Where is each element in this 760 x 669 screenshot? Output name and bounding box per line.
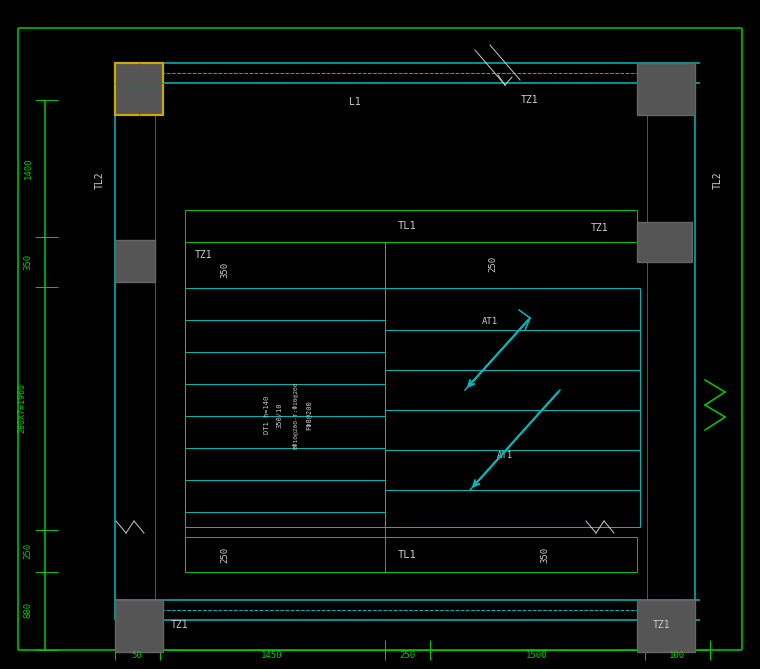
- Text: 1400: 1400: [24, 157, 33, 179]
- Text: 50: 50: [131, 650, 142, 660]
- Text: 280X7=1960: 280X7=1960: [17, 383, 27, 433]
- Text: DT1 h=140: DT1 h=140: [264, 396, 270, 434]
- Text: TL2: TL2: [95, 171, 105, 189]
- Bar: [115, 63, 163, 115]
- Text: AT1: AT1: [482, 318, 498, 326]
- Bar: [115, 63, 163, 115]
- Text: TL2: TL2: [713, 171, 723, 189]
- Text: 350: 350: [24, 254, 33, 270]
- Text: 100: 100: [669, 650, 685, 660]
- Bar: [637, 63, 695, 115]
- Bar: [637, 600, 695, 652]
- Text: 250: 250: [24, 543, 33, 559]
- Bar: [637, 222, 692, 262]
- Bar: [115, 240, 155, 282]
- Text: BΦ10@200-T:Φ10@200: BΦ10@200-T:Φ10@200: [292, 381, 298, 449]
- Text: TZ1: TZ1: [653, 620, 671, 630]
- Text: 250: 250: [220, 547, 230, 563]
- Text: 1500: 1500: [526, 650, 548, 660]
- Text: 350: 350: [220, 262, 230, 278]
- Text: 350/10: 350/10: [277, 402, 283, 427]
- Text: TZ1: TZ1: [591, 223, 609, 233]
- Text: TZ1: TZ1: [195, 250, 213, 260]
- Text: AT1: AT1: [497, 450, 513, 460]
- Text: 880: 880: [24, 602, 33, 618]
- Text: FΦ8@200: FΦ8@200: [305, 400, 311, 430]
- Text: 350: 350: [540, 547, 549, 563]
- Text: TL1: TL1: [397, 550, 416, 560]
- Text: 250: 250: [489, 256, 498, 272]
- Text: 250: 250: [399, 650, 415, 660]
- Text: TZ1: TZ1: [171, 620, 188, 630]
- Text: 1450: 1450: [261, 650, 283, 660]
- Text: TL1: TL1: [397, 221, 416, 231]
- Bar: [115, 600, 163, 652]
- Text: TZ1: TZ1: [521, 95, 539, 105]
- Text: L1: L1: [349, 97, 361, 107]
